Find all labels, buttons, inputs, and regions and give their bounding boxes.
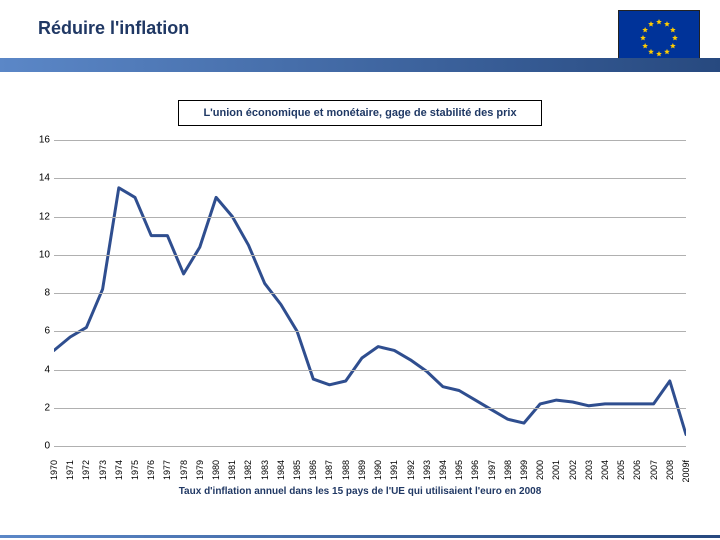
x-tick-label: 1981 — [227, 460, 237, 480]
y-tick-label: 8 — [44, 288, 50, 299]
y-axis: 0246810121416 — [20, 140, 54, 470]
x-tick-label: 1979 — [195, 460, 205, 480]
x-tick-label: 1974 — [114, 460, 124, 480]
footer-gradient-line — [0, 535, 720, 538]
x-tick-label: 1996 — [470, 460, 480, 480]
x-tick-label: 1975 — [130, 460, 140, 480]
x-tick-label: 1977 — [162, 460, 172, 480]
page-title: Réduire l'inflation — [38, 18, 189, 39]
y-tick-label: 6 — [44, 326, 50, 337]
plot-area — [54, 140, 686, 446]
x-tick-label: 1983 — [260, 460, 270, 480]
x-axis: 1970197119721973197419751976197719781979… — [54, 446, 686, 470]
x-tick-label: 1997 — [487, 460, 497, 480]
x-tick-label: 2008 — [665, 460, 675, 480]
inflation-chart: 0246810121416 19701971197219731974197519… — [20, 140, 700, 470]
x-tick-label: 2003 — [584, 460, 594, 480]
y-tick-label: 0 — [44, 441, 50, 452]
x-tick-label: 1986 — [308, 460, 318, 480]
x-tick-label: 1978 — [179, 460, 189, 480]
y-tick-label: 10 — [39, 249, 50, 260]
x-tick-label: 1970 — [49, 460, 59, 480]
x-tick-label: 1995 — [454, 460, 464, 480]
x-tick-label: 2007 — [649, 460, 659, 480]
x-tick-label: 1993 — [422, 460, 432, 480]
y-tick-label: 2 — [44, 402, 50, 413]
x-tick-label: 1982 — [243, 460, 253, 480]
header: Réduire l'inflation — [0, 0, 720, 72]
x-tick-label: 1972 — [81, 460, 91, 480]
x-tick-label: 1998 — [503, 460, 513, 480]
x-tick-label: 2001 — [551, 460, 561, 480]
subtitle-container: L'union économique et monétaire, gage de… — [0, 72, 720, 134]
x-tick-label: 2000 — [535, 460, 545, 480]
y-tick-label: 12 — [39, 211, 50, 222]
y-tick-label: 16 — [39, 135, 50, 146]
x-tick-label: 1980 — [211, 460, 221, 480]
x-tick-label: 1991 — [389, 460, 399, 480]
y-tick-label: 4 — [44, 364, 50, 375]
x-tick-label: 1988 — [341, 460, 351, 480]
x-tick-label: 1985 — [292, 460, 302, 480]
subtitle-box: L'union économique et monétaire, gage de… — [178, 100, 541, 126]
x-tick-label: 1987 — [324, 460, 334, 480]
header-gradient-bar — [0, 58, 720, 72]
x-tick-label: 1989 — [357, 460, 367, 480]
x-tick-label: 1999 — [519, 460, 529, 480]
x-tick-label: 2004 — [600, 460, 610, 480]
x-tick-label: 1990 — [373, 460, 383, 480]
y-tick-label: 14 — [39, 173, 50, 184]
x-tick-label: 2002 — [568, 460, 578, 480]
x-tick-label: 1973 — [98, 460, 108, 480]
x-tick-label: 2006 — [632, 460, 642, 480]
x-tick-label: 1992 — [406, 460, 416, 480]
x-tick-label: 1976 — [146, 460, 156, 480]
x-tick-label: 2009f — [681, 460, 691, 483]
x-tick-label: 1984 — [276, 460, 286, 480]
x-tick-label: 1971 — [65, 460, 75, 480]
x-tick-label: 2005 — [616, 460, 626, 480]
x-tick-label: 1994 — [438, 460, 448, 480]
